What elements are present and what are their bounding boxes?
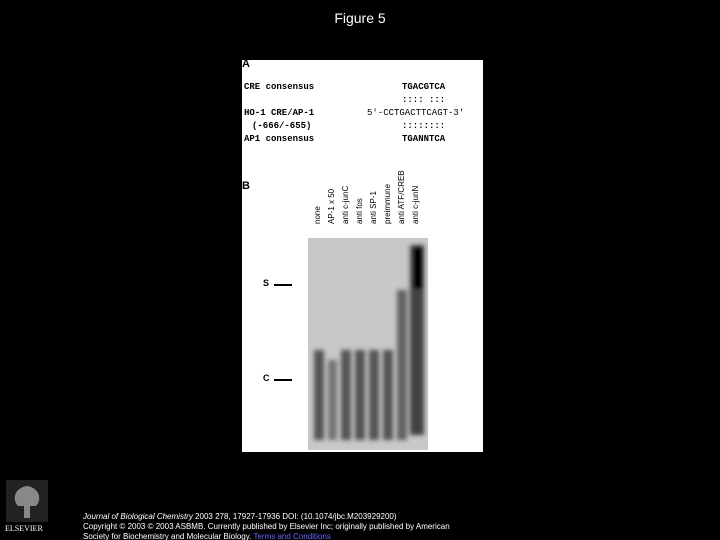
- panel-label: A: [242, 58, 250, 70]
- figure-panel: A B CRE consensus TGACGTCA:::: ::: HO-1 CR…: [242, 58, 483, 452]
- marker-arrow: [274, 284, 292, 286]
- sequence: TGACGTCA: [402, 82, 446, 92]
- lane-label: anti ATF/CREB: [397, 170, 406, 224]
- copyright-text: Society for Biochemistry and Molecular B…: [83, 532, 252, 540]
- citation: Journal of Biological Chemistry 2003 278…: [83, 512, 397, 521]
- copyright-line: Society for Biochemistry and Molecular B…: [83, 532, 331, 540]
- lane-label: preimmune: [383, 183, 392, 224]
- citation-text: 2003 278, 17927-17936 DOI: (10.1074/jbc.…: [192, 512, 397, 521]
- lane-label: anti c-junC: [341, 185, 350, 224]
- sequence-name: CRE consensus: [244, 82, 315, 92]
- gel-image: [308, 238, 428, 450]
- lane-label: anti c-junN: [411, 185, 420, 224]
- terms-link[interactable]: Terms and Conditions: [253, 532, 331, 540]
- lane-label: AP-1 x 50: [327, 188, 336, 224]
- band-marker: C: [263, 373, 270, 383]
- band-marker: S: [263, 278, 270, 288]
- sequence: TGANNTCA: [402, 134, 446, 144]
- sequence-name: HO-1 CRE/AP-1: [244, 108, 315, 118]
- sequence: ::::::::: [402, 121, 446, 131]
- marker-arrow: [274, 379, 292, 381]
- journal-name: Journal of Biological Chemistry: [83, 512, 193, 521]
- lane-label: none: [313, 206, 322, 224]
- logo-image: [6, 480, 48, 522]
- lane-label: anti SP-1: [369, 191, 378, 224]
- sequence-name: AP1 consensus: [244, 134, 315, 144]
- logo-text: ELSEVIER: [5, 524, 43, 533]
- sequence: 5'-CCTGACTTCAGT-3': [367, 108, 465, 118]
- sequence: :::: :::: [402, 95, 446, 105]
- copyright: Copyright © 2003 © 2003 ASBMB. Currently…: [83, 522, 450, 531]
- panel-label: B: [242, 180, 250, 192]
- slide-title: Figure 5: [334, 10, 386, 26]
- lane-label: anti fos: [355, 198, 364, 224]
- sequence-name: (-666/-655): [252, 121, 312, 131]
